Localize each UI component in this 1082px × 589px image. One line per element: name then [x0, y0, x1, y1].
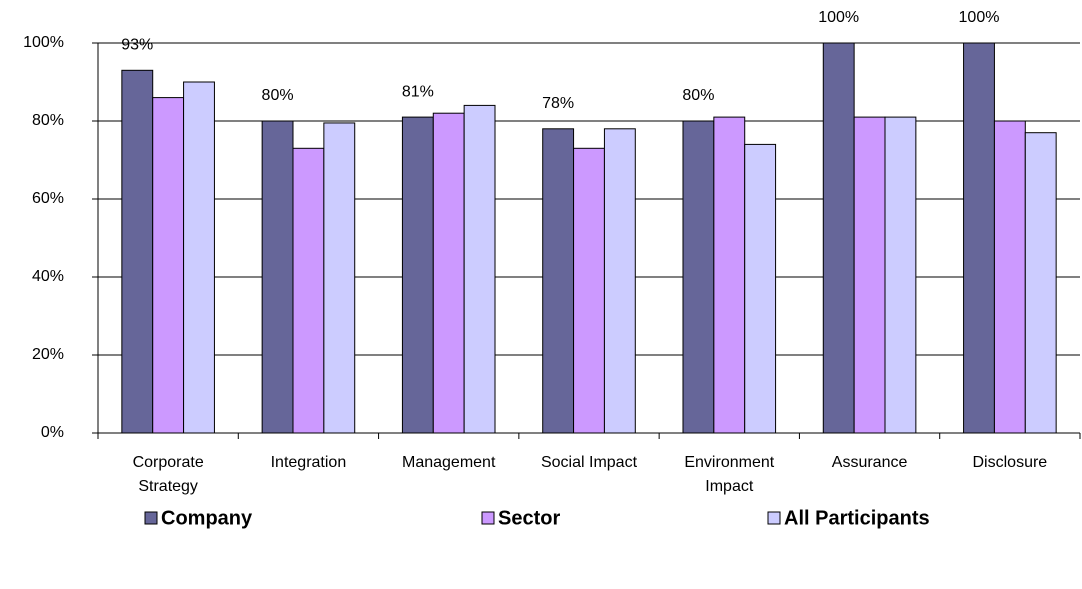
y-tick-label: 100%	[23, 34, 64, 51]
bar	[1024, 132, 1057, 434]
data-label: 100%	[959, 9, 1000, 26]
bar	[261, 120, 294, 434]
legend-swatch	[144, 511, 158, 525]
bar	[183, 81, 215, 434]
bar	[884, 116, 917, 434]
x-tick-label: Environment Impact	[684, 454, 775, 495]
data-label: 80%	[682, 87, 714, 104]
bar	[682, 120, 715, 434]
legend-label: Company	[161, 507, 253, 529]
bar	[152, 97, 185, 434]
legend-swatch	[767, 511, 781, 525]
bar	[963, 42, 995, 434]
bar	[822, 42, 855, 434]
bar	[542, 128, 575, 434]
bar	[121, 69, 154, 434]
data-label: 78%	[542, 95, 574, 112]
y-tick-label: 0%	[41, 424, 64, 441]
y-tick-label: 20%	[32, 346, 64, 363]
x-tick-label: Disclosure	[972, 454, 1048, 471]
bar	[292, 147, 325, 434]
x-tick-label: Management	[402, 454, 496, 471]
bar	[323, 122, 356, 434]
legend-label: Sector	[498, 507, 560, 529]
data-label: 81%	[402, 83, 434, 100]
data-label: 80%	[262, 87, 294, 104]
bar	[993, 120, 1026, 434]
bar	[713, 116, 746, 434]
bar	[401, 116, 434, 434]
bar	[463, 104, 496, 434]
y-tick-label: 60%	[32, 190, 64, 207]
legend-label: All Participants	[784, 507, 930, 529]
bar	[603, 128, 636, 434]
x-tick-label: Integration	[270, 454, 347, 471]
data-label: 93%	[121, 37, 153, 54]
bar	[853, 116, 886, 434]
bar	[432, 112, 465, 434]
x-tick-label: Corporate Strategy	[132, 454, 204, 495]
bar	[744, 143, 777, 434]
y-tick-label: 40%	[32, 268, 64, 285]
bar	[573, 147, 605, 434]
data-label: 100%	[818, 9, 859, 26]
x-tick-label: Assurance	[831, 454, 908, 471]
x-tick-label: Social Impact	[540, 454, 638, 471]
legend-swatch	[481, 511, 495, 525]
y-tick-label: 80%	[32, 112, 64, 129]
